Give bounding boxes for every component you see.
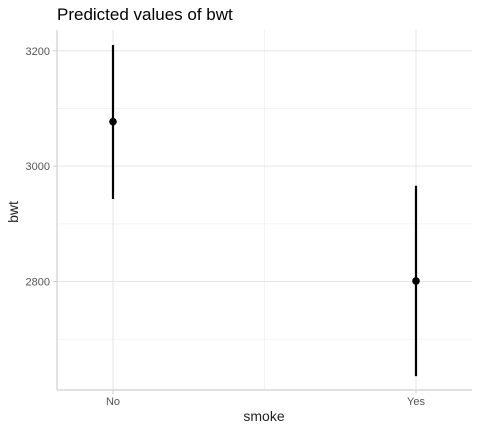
x-tick-label: Yes [407, 396, 425, 408]
chart-title: Predicted values of bwt [57, 5, 233, 24]
axes [53, 30, 472, 394]
x-axis-title: smoke [243, 408, 284, 424]
y-tick-label: 3200 [26, 46, 50, 58]
y-axis-title: bwt [5, 201, 21, 223]
y-tick-label: 3000 [26, 161, 50, 173]
x-tick-label: No [106, 396, 120, 408]
data-marks [109, 45, 420, 377]
point-estimate [109, 117, 117, 126]
y-tick-label: 2800 [26, 277, 50, 289]
gridlines [57, 30, 472, 390]
tick-labels: 2800 3000 3200 No Yes [26, 46, 426, 408]
point-estimate [412, 277, 420, 285]
